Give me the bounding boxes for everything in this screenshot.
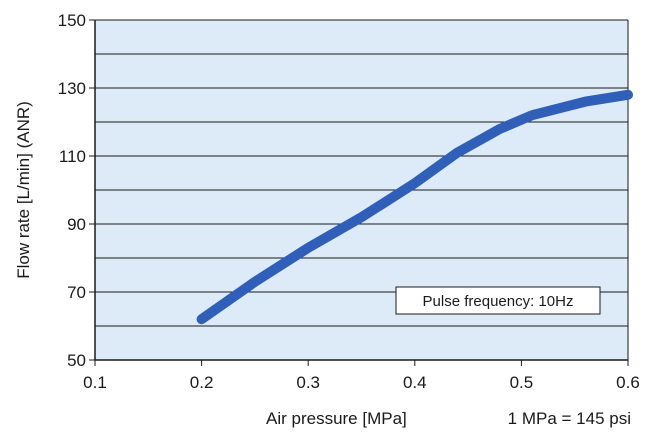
x-tick-label: 0.6 (616, 373, 640, 392)
annotation-text: Pulse frequency: 10Hz (423, 293, 574, 310)
y-tick-label: 150 (58, 11, 86, 30)
x-axis-label: Air pressure [MPa] (266, 409, 407, 428)
annotation-layer: Pulse frequency: 10Hz (395, 286, 601, 315)
flow-rate-line (196, 89, 633, 325)
y-tick-label: 70 (67, 283, 86, 302)
x-tick-label: 0.2 (190, 373, 214, 392)
y-tick-label: 130 (58, 79, 86, 98)
y-tick-label: 110 (59, 147, 86, 166)
axes: 50 70 90 110 130 150 0.1 0.2 0.3 0.4 0.5 0.6 (58, 11, 640, 392)
x-tick-label: 0.1 (83, 373, 107, 392)
series-layer (196, 89, 633, 325)
y-tick-label: 90 (67, 215, 86, 234)
x-tick-label: 0.5 (510, 373, 534, 392)
x-tick-label: 0.4 (403, 373, 427, 392)
y-axis-label: Flow rate [L/min] (ANR) (14, 101, 33, 279)
x-axis-unit-note: 1 MPa = 145 psi (508, 409, 631, 428)
y-tick-label: 50 (67, 351, 86, 370)
annotation-box (395, 286, 601, 315)
x-tick-label: 0.3 (296, 373, 320, 392)
grid-lines (95, 19, 628, 327)
